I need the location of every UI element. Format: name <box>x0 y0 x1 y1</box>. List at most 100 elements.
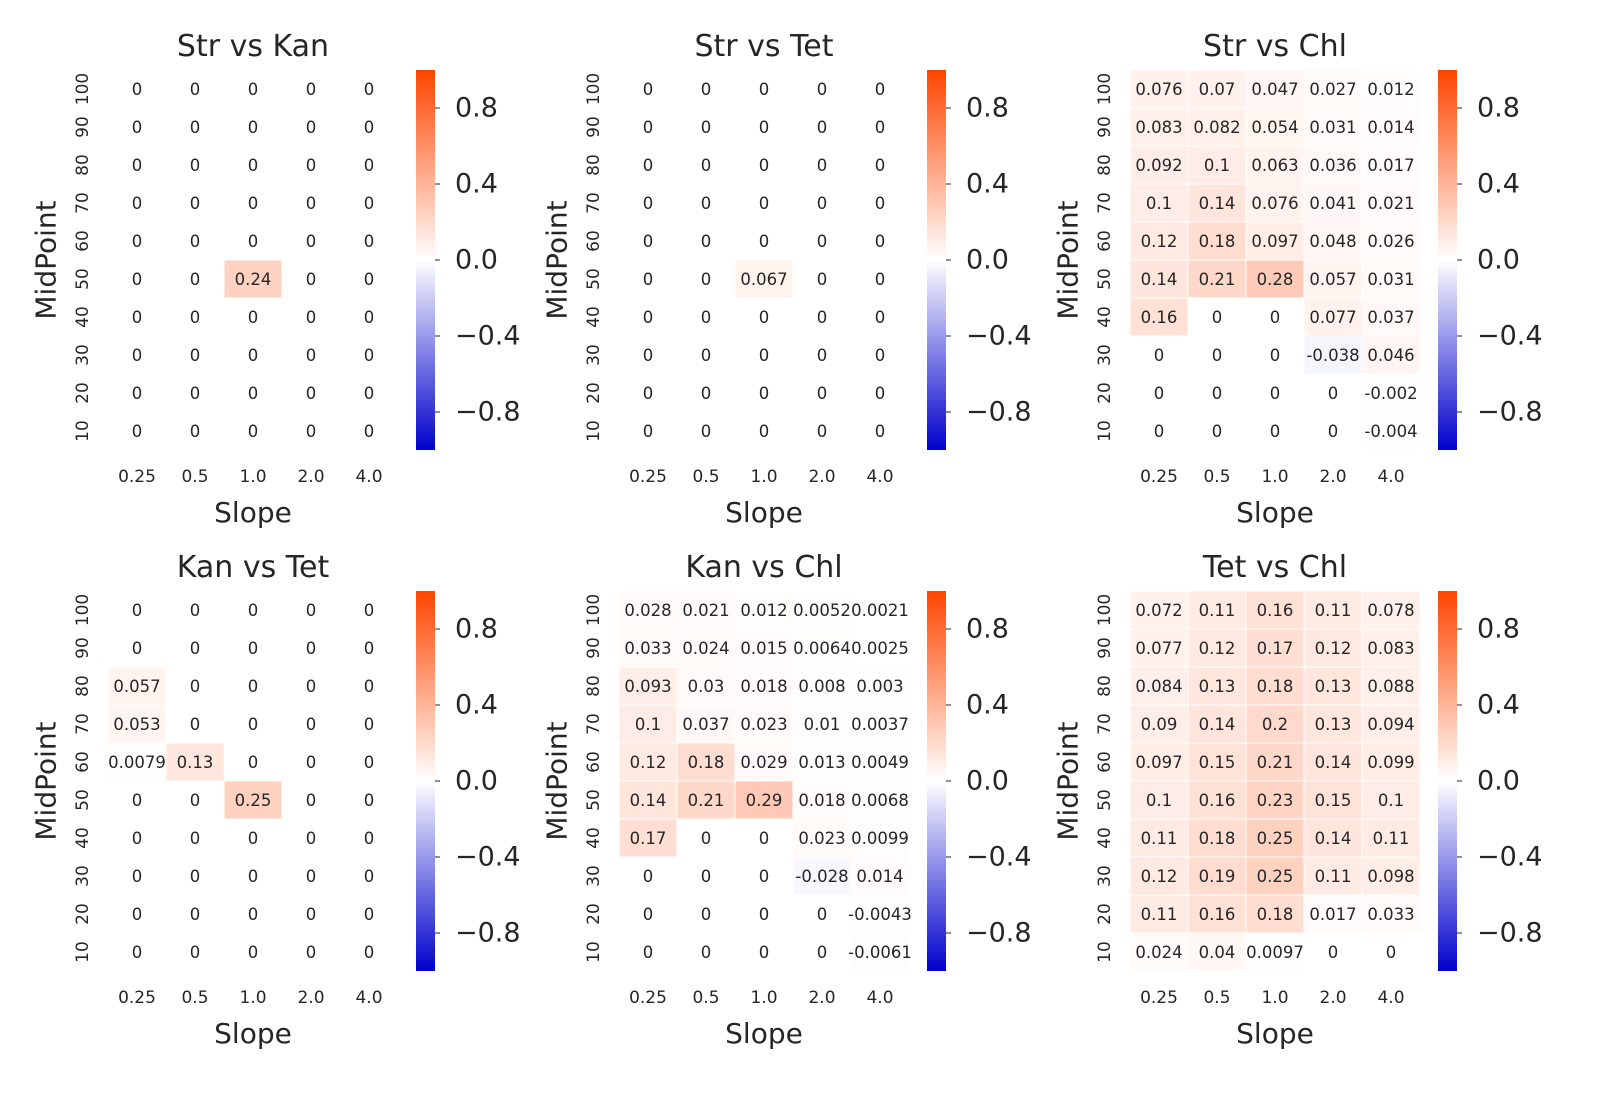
cell-value-label: 0 <box>132 384 143 403</box>
heatmap-cell <box>618 818 678 858</box>
heatmap-cell <box>1245 145 1305 185</box>
heatmap-cell <box>107 590 167 630</box>
cell-value-label: 0 <box>132 639 143 658</box>
heatmap-cell <box>281 259 341 299</box>
cell-value-label: 0 <box>364 346 375 365</box>
colorbar-tick-label: 0.0 <box>455 245 498 276</box>
cell-value-label: 0.076 <box>1135 80 1182 99</box>
heatmap-cell <box>734 894 794 934</box>
cell-value-label: 0 <box>817 80 828 99</box>
cell-value-label: 0.12 <box>1199 639 1236 658</box>
cell-value-label: 0 <box>643 270 654 289</box>
heatmap-cell <box>1187 373 1247 413</box>
colorbar-tick-label: −0.8 <box>455 918 521 949</box>
cell-value-label: 0.13 <box>1315 715 1352 734</box>
heatmap-cell <box>223 373 283 413</box>
cell-value-label: 0.12 <box>1315 639 1352 658</box>
cell-value-label: 0 <box>248 601 259 620</box>
cell-value-label: 0 <box>364 829 375 848</box>
y-tick-label: 10 <box>584 941 604 963</box>
cell-value-label: 0 <box>132 118 143 137</box>
heatmap-cell <box>1129 742 1189 782</box>
cell-value-label: 0 <box>132 867 143 886</box>
heatmap-cell <box>339 856 399 896</box>
x-tick-label: 1.0 <box>239 988 266 1008</box>
x-tick-label: 0.25 <box>118 467 156 487</box>
y-tick-label: 30 <box>73 865 93 887</box>
heatmap-cell <box>850 107 910 147</box>
colorbar-tick-label: 0.4 <box>966 169 1009 200</box>
cell-value-label: 0 <box>1270 384 1281 403</box>
cell-value-label: 0 <box>759 80 770 99</box>
heatmap-cell <box>792 411 852 451</box>
cell-value-label: 0.21 <box>1257 753 1294 772</box>
x-tick-label: 0.5 <box>692 467 719 487</box>
cell-value-label: 0.082 <box>1193 118 1240 137</box>
cell-value-label: 0 <box>1212 346 1223 365</box>
heatmap-cell <box>1129 259 1189 299</box>
cell-value-label: 0 <box>364 232 375 251</box>
y-tick-label: 10 <box>1095 420 1115 442</box>
x-tick-label: 1.0 <box>750 988 777 1008</box>
cell-value-label: 0 <box>248 943 259 962</box>
colorbar-tick-label: 0.0 <box>966 766 1009 797</box>
heatmap-cell <box>1245 894 1305 934</box>
y-tick-label: 40 <box>73 827 93 849</box>
cell-value-label: 0 <box>190 156 201 175</box>
cell-value-label: 0.036 <box>1309 156 1356 175</box>
heatmap-cell <box>107 704 167 744</box>
heatmap-cell <box>223 818 283 858</box>
heatmap-cell <box>1245 69 1305 109</box>
heatmap-cell <box>1303 411 1363 451</box>
cell-value-label: 0 <box>1328 943 1339 962</box>
heatmap-cell <box>734 335 794 375</box>
y-tick-label: 80 <box>584 675 604 697</box>
cell-value-label: 0 <box>306 308 317 327</box>
cell-value-label: 0 <box>701 270 712 289</box>
cell-value-label: 0 <box>248 677 259 696</box>
heatmap-cell <box>676 780 736 820</box>
y-tick-label: 60 <box>73 751 93 773</box>
cell-value-label: 0.14 <box>1141 270 1178 289</box>
cell-value-label: 0 <box>759 346 770 365</box>
cell-value-label: 0.17 <box>1257 639 1294 658</box>
y-tick-label: 50 <box>73 789 93 811</box>
cell-value-label: 0.014 <box>856 867 903 886</box>
y-tick-label: 20 <box>73 903 93 925</box>
x-tick-label: 0.5 <box>181 467 208 487</box>
cell-value-label: 0 <box>701 308 712 327</box>
cell-value-label: 0 <box>306 156 317 175</box>
heatmap-cell <box>107 818 167 858</box>
cell-value-label: 0 <box>364 194 375 213</box>
cell-value-label: 0 <box>364 943 375 962</box>
y-tick-label: 80 <box>1095 154 1115 176</box>
cell-value-label: 0.015 <box>740 639 787 658</box>
heatmap-cell <box>107 411 167 451</box>
cell-value-label: 0.16 <box>1199 791 1236 810</box>
cell-value-label: 0.092 <box>1135 156 1182 175</box>
heatmap-cell <box>1303 628 1363 668</box>
heatmap-cell <box>676 932 736 972</box>
heatmap-cell <box>850 742 910 782</box>
heatmap-cell <box>1303 107 1363 147</box>
cell-value-label: 0.024 <box>682 639 729 658</box>
cell-value-label: 0 <box>132 791 143 810</box>
cell-value-label: 0.046 <box>1367 346 1414 365</box>
x-tick-label: 4.0 <box>1377 467 1404 487</box>
heatmap-cell <box>676 297 736 337</box>
cell-value-label: 0 <box>190 905 201 924</box>
heatmap-cell <box>1361 183 1421 223</box>
cell-value-label: -0.0043 <box>848 905 912 924</box>
heatmap-cell <box>1187 221 1247 261</box>
heatmap-cell <box>850 259 910 299</box>
heatmap-cell <box>281 335 341 375</box>
heatmap-cell <box>107 780 167 820</box>
y-tick-label: 20 <box>584 903 604 925</box>
cell-value-label: 0.067 <box>740 270 787 289</box>
cell-value-label: 0.25 <box>1257 867 1294 886</box>
cell-value-label: 0.14 <box>1315 753 1352 772</box>
heatmap-cell <box>1245 373 1305 413</box>
cell-value-label: 0 <box>701 867 712 886</box>
x-tick-label: 4.0 <box>1377 988 1404 1008</box>
cell-value-label: 0 <box>875 422 886 441</box>
